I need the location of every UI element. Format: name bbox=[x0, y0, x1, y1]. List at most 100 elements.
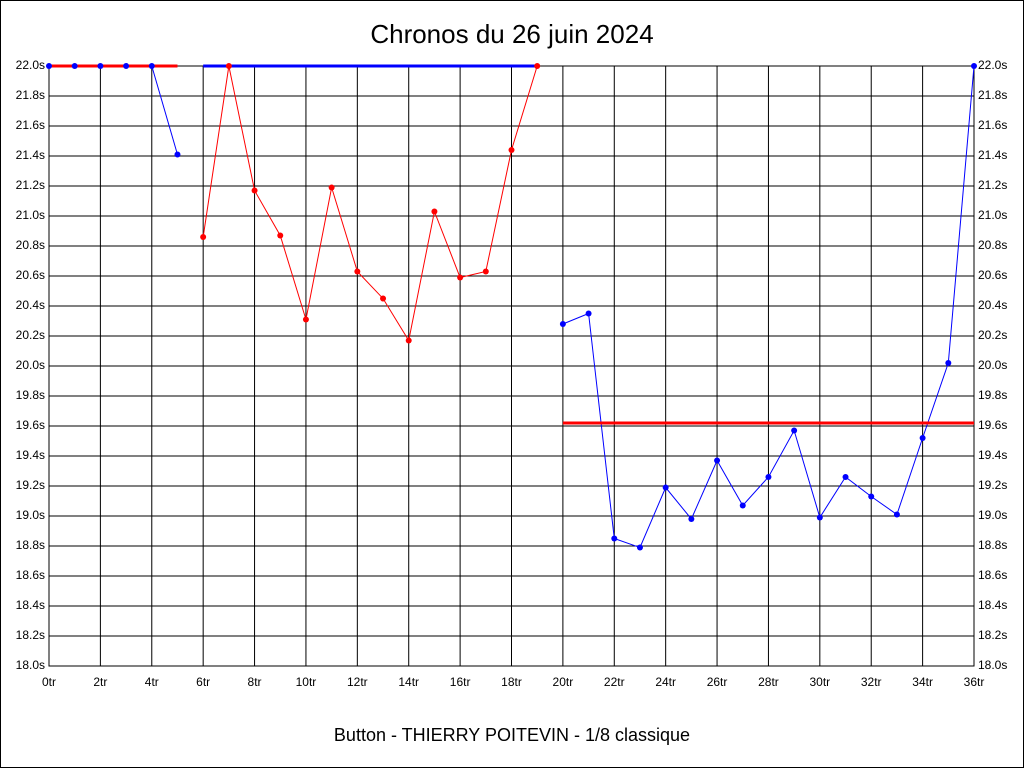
y-tick-label-right: 18.0s bbox=[978, 658, 1007, 672]
data-point bbox=[508, 147, 515, 153]
data-point bbox=[380, 295, 387, 302]
y-tick-label: 20.4s bbox=[16, 298, 45, 312]
y-tick-label: 19.2s bbox=[16, 478, 45, 492]
data-point bbox=[765, 474, 772, 480]
y-tick-label: 20.6s bbox=[16, 268, 45, 282]
data-point bbox=[585, 310, 592, 317]
y-tick-label: 18.4s bbox=[16, 598, 45, 612]
data-point bbox=[534, 63, 541, 69]
data-point bbox=[277, 232, 284, 239]
y-tick-label-right: 18.4s bbox=[978, 598, 1007, 612]
x-tick-label: 20tr bbox=[553, 675, 574, 689]
y-tick-label: 19.8s bbox=[16, 388, 45, 402]
y-tick-label-right: 18.2s bbox=[978, 628, 1007, 642]
x-tick-label: 16tr bbox=[450, 675, 471, 689]
y-tick-label-right: 21.4s bbox=[978, 148, 1007, 162]
x-tick-label: 32tr bbox=[861, 675, 882, 689]
y-tick-label-right: 20.6s bbox=[978, 268, 1007, 282]
y-tick-label: 20.8s bbox=[16, 238, 45, 252]
y-tick-label-right: 20.2s bbox=[978, 328, 1007, 342]
data-point bbox=[611, 535, 618, 542]
x-tick-label: 14tr bbox=[398, 675, 419, 689]
y-tick-label-right: 19.0s bbox=[978, 508, 1007, 522]
data-point bbox=[893, 511, 900, 518]
y-tick-label-right: 20.0s bbox=[978, 358, 1007, 372]
data-point bbox=[868, 493, 875, 500]
x-tick-label: 36tr bbox=[964, 675, 985, 689]
y-tick-label: 18.8s bbox=[16, 538, 45, 552]
y-tick-label-right: 18.8s bbox=[978, 538, 1007, 552]
x-tick-label: 12tr bbox=[347, 675, 368, 689]
data-point bbox=[97, 63, 104, 69]
data-point bbox=[71, 63, 78, 69]
y-tick-label-right: 19.4s bbox=[978, 448, 1007, 462]
x-tick-label: 8tr bbox=[248, 675, 262, 689]
x-tick-label: 26tr bbox=[707, 675, 728, 689]
y-tick-label-right: 22.0s bbox=[978, 58, 1007, 72]
y-tick-label: 21.4s bbox=[16, 148, 45, 162]
data-point bbox=[688, 516, 695, 522]
data-point bbox=[200, 234, 207, 240]
data-point bbox=[251, 187, 258, 194]
chart-title: Chronos du 26 juin 2024 bbox=[370, 19, 653, 49]
data-point bbox=[457, 274, 464, 281]
y-tick-label-right: 20.8s bbox=[978, 238, 1007, 252]
data-point bbox=[148, 63, 155, 69]
y-tick-label-right: 18.6s bbox=[978, 568, 1007, 582]
data-point bbox=[739, 502, 746, 509]
data-point bbox=[354, 268, 361, 275]
x-tick-label: 6tr bbox=[196, 675, 210, 689]
y-tick-label: 22.0s bbox=[16, 58, 45, 72]
y-tick-label: 21.6s bbox=[16, 118, 45, 132]
y-tick-label: 21.0s bbox=[16, 208, 45, 222]
data-point bbox=[842, 474, 849, 480]
data-point bbox=[816, 514, 823, 521]
y-tick-label-right: 19.2s bbox=[978, 478, 1007, 492]
y-tick-label: 18.0s bbox=[16, 658, 45, 672]
data-point bbox=[405, 337, 412, 344]
y-tick-label: 21.8s bbox=[16, 88, 45, 102]
data-point bbox=[636, 544, 643, 551]
x-tick-label: 30tr bbox=[809, 675, 830, 689]
y-tick-label: 20.0s bbox=[16, 358, 45, 372]
x-tick-label: 10tr bbox=[296, 675, 317, 689]
x-tick-label: 22tr bbox=[604, 675, 625, 689]
y-tick-label: 19.6s bbox=[16, 418, 45, 432]
data-point bbox=[46, 63, 52, 69]
x-tick-label: 0tr bbox=[42, 675, 56, 689]
y-tick-label-right: 21.8s bbox=[978, 88, 1007, 102]
y-tick-label-right: 21.6s bbox=[978, 118, 1007, 132]
y-tick-label: 19.4s bbox=[16, 448, 45, 462]
y-tick-label-right: 21.2s bbox=[978, 178, 1007, 192]
data-point bbox=[971, 63, 977, 69]
data-point bbox=[225, 63, 232, 69]
x-tick-label: 28tr bbox=[758, 675, 779, 689]
data-point bbox=[791, 427, 798, 434]
y-tick-label-right: 20.4s bbox=[978, 298, 1007, 312]
y-tick-label-right: 19.6s bbox=[978, 418, 1007, 432]
data-point bbox=[431, 208, 438, 215]
data-point bbox=[919, 435, 926, 441]
data-point bbox=[328, 184, 335, 191]
series-line bbox=[202, 65, 538, 342]
data-point bbox=[302, 316, 309, 323]
y-tick-label: 21.2s bbox=[16, 178, 45, 192]
y-tick-label-right: 21.0s bbox=[978, 208, 1007, 222]
x-axis-label: Button - THIERRY POITEVIN - 1/8 classiqu… bbox=[334, 725, 690, 745]
x-tick-label: 4tr bbox=[145, 675, 159, 689]
x-tick-label: 34tr bbox=[912, 675, 933, 689]
data-point bbox=[714, 457, 721, 464]
data-point bbox=[945, 360, 952, 366]
y-tick-label: 18.6s bbox=[16, 568, 45, 582]
x-tick-label: 24tr bbox=[655, 675, 676, 689]
y-tick-label: 20.2s bbox=[16, 328, 45, 342]
y-tick-label: 18.2s bbox=[16, 628, 45, 642]
data-point bbox=[123, 63, 130, 69]
data-point bbox=[662, 484, 669, 491]
x-tick-label: 18tr bbox=[501, 675, 522, 689]
data-point bbox=[482, 268, 489, 275]
y-tick-label-right: 19.8s bbox=[978, 388, 1007, 402]
x-tick-label: 2tr bbox=[93, 675, 107, 689]
